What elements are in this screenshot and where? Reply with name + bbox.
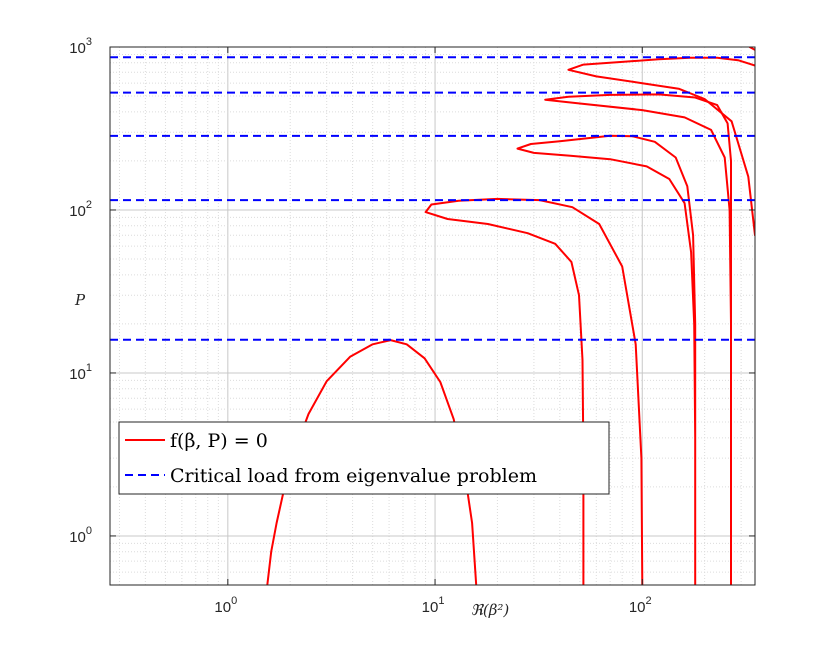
y-tick-label-2: 102 <box>69 199 92 220</box>
legend: f(β, P) = 0 Critical load from eigenvalu… <box>118 421 610 495</box>
x-tick-label-1: 101 <box>422 595 445 616</box>
y-axis-label: P <box>74 291 86 309</box>
constraint-curve-branch-2 <box>516 134 697 585</box>
legend-label-constraint: f(β, P) = 0 <box>170 430 268 452</box>
legend-box <box>118 421 610 495</box>
y-tick-label-1: 101 <box>69 362 92 383</box>
axes-box <box>109 46 756 586</box>
plot-area <box>110 47 755 585</box>
grid <box>110 46 755 586</box>
y-tick-label-0: 100 <box>69 525 92 546</box>
constraint-curve-branch-1 <box>424 197 644 585</box>
y-tick-label-3: 103 <box>69 36 92 57</box>
ticks: 100 101 102 100 101 102 103 <box>69 36 755 616</box>
x-tick-label-2: 102 <box>629 595 652 616</box>
constraint-curve-branch-3 <box>544 93 732 585</box>
x-tick-label-0: 100 <box>214 595 237 616</box>
legend-label-critical-load: Critical load from eigenvalue problem <box>170 465 537 487</box>
x-axis-label: ℜ(β²) <box>471 601 510 619</box>
